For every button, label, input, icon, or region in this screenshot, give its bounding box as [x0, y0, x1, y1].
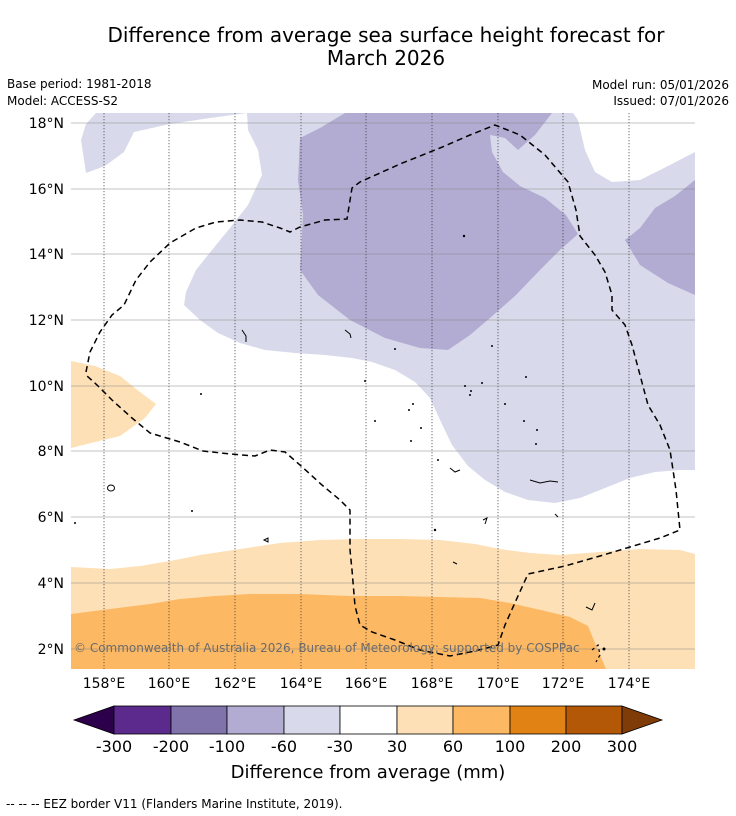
lat-tick-label: 10°N [29, 379, 64, 395]
colorbar-bin [113, 705, 172, 735]
lat-tick-label: 8°N [38, 444, 64, 460]
copyright-notice: © Commonwealth of Australia 2026, Bureau… [74, 641, 580, 655]
colorbar-label: -200 [153, 737, 189, 756]
island-dots [74, 234, 606, 651]
model-run: Model run: 05/01/2026 [591, 78, 729, 92]
colorbar-bin [565, 705, 623, 735]
lat-tick-label: 16°N [29, 182, 64, 198]
lon-tick-label: 168°E [411, 676, 454, 692]
colorbar-title: Difference from average (mm) [231, 762, 506, 783]
colorbar: -300 -200 -100 -60 -30 30 60 100 200 300… [72, 705, 664, 783]
anomaly-band-minus100-minus60-east [625, 180, 695, 295]
map-title-line2: March 2026 [326, 46, 446, 70]
lon-tick-label: 172°E [542, 676, 585, 692]
colorbar-extend-min [72, 705, 115, 735]
colorbar-bin [339, 705, 398, 735]
lon-tick-label: 158°E [83, 676, 126, 692]
colorbar-label: 30 [387, 737, 407, 756]
lon-tick-label: 162°E [214, 676, 257, 692]
eez-footnote: -- -- -- EEZ border V11 (Flanders Marine… [6, 797, 343, 811]
colorbar-label: -60 [271, 737, 297, 756]
colorbar-label: 60 [443, 737, 463, 756]
issued-date: Issued: 07/01/2026 [613, 94, 729, 108]
lon-tick-label: 174°E [608, 676, 651, 692]
anomaly-band-60-100 [71, 594, 606, 669]
latitude-lines [71, 122, 695, 650]
eez-border [85, 124, 681, 657]
lat-tick-label: 18°N [29, 116, 64, 132]
colorbar-label: 100 [495, 737, 526, 756]
anomaly-band-minus60-minus30-nw [81, 113, 247, 173]
colorbar-label: -30 [327, 737, 353, 756]
longitude-tick-labels: 158°E 160°E 162°E 164°E 166°E 168°E 170°… [83, 676, 651, 692]
eez-border-south-tip [591, 643, 601, 663]
anomaly-band-minus100-minus60 [298, 113, 578, 350]
latitude-tick-labels: 18°N 16°N 14°N 12°N 10°N 8°N 6°N 4°N 2°N [29, 116, 64, 658]
colorbar-label: 300 [607, 737, 638, 756]
model-name: Model: ACCESS-S2 [7, 94, 119, 108]
colorbar-bin [283, 705, 341, 735]
lat-tick-label: 6°N [38, 510, 64, 526]
lat-tick-label: 2°N [38, 642, 64, 658]
lat-tick-label: 14°N [29, 247, 64, 263]
colorbar-label: 200 [551, 737, 582, 756]
anomaly-field: © Commonwealth of Australia 2026, Bureau… [71, 113, 695, 669]
lon-tick-label: 170°E [477, 676, 520, 692]
base-period: Base period: 1981-2018 [7, 77, 152, 91]
colorbar-bin [170, 705, 228, 735]
colorbar-label: -300 [96, 737, 132, 756]
lon-tick-label: 164°E [280, 676, 323, 692]
colorbar-labels: -300 -200 -100 -60 -30 30 60 100 200 300 [96, 737, 637, 756]
map-title-line1: Difference from average sea surface heig… [107, 23, 665, 47]
colorbar-bin [452, 705, 511, 735]
lon-tick-label: 166°E [345, 676, 388, 692]
island-outlines [107, 329, 596, 611]
colorbar-bin [226, 705, 285, 735]
lat-tick-label: 12°N [29, 313, 64, 329]
colorbar-bin [396, 705, 454, 735]
lat-tick-label: 4°N [38, 576, 64, 592]
colorbar-label: -100 [209, 737, 245, 756]
lon-tick-label: 160°E [148, 676, 191, 692]
colorbar-extend-max [621, 705, 664, 735]
colorbar-bin [509, 705, 567, 735]
anomaly-band-30-60-west [71, 361, 156, 448]
